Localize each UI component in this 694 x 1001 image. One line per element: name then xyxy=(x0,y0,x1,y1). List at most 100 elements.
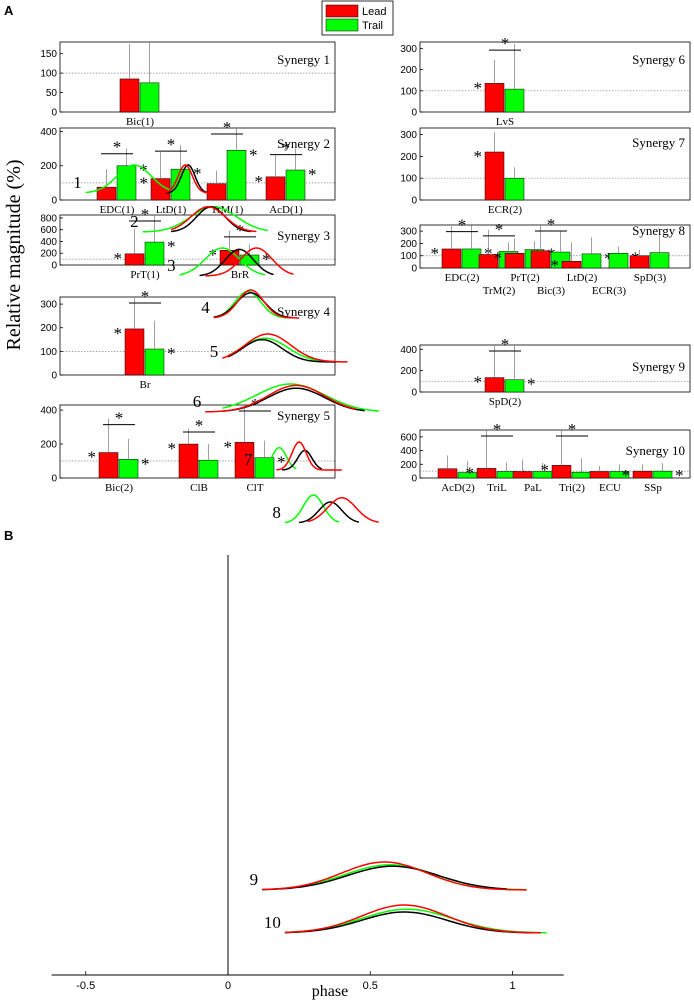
lead-bar xyxy=(561,260,582,269)
panel-a-label: A xyxy=(4,3,14,18)
category-label: EDC(1) xyxy=(100,204,135,216)
trail-significance-star: * xyxy=(193,164,202,183)
category-label: AcD(1) xyxy=(269,204,303,216)
y-tick-label: 600 xyxy=(40,225,57,236)
lead-bar xyxy=(98,452,119,479)
lead-curve xyxy=(307,497,379,523)
comparison-star: * xyxy=(115,409,124,428)
category-label: PrT(1) xyxy=(130,269,160,281)
lead-curve xyxy=(170,206,257,233)
lead-bar xyxy=(476,468,497,479)
lead-bar xyxy=(530,250,551,269)
y-tick-label: 0 xyxy=(411,388,417,399)
y-tick-label: 0 xyxy=(411,264,417,275)
category-label: PaL xyxy=(524,482,542,494)
lead-bar xyxy=(504,253,525,269)
y-tick-label: 0 xyxy=(411,474,417,485)
category-label: ECR(3) xyxy=(592,285,627,297)
trail-significance-star: * xyxy=(167,344,176,363)
lead-bar xyxy=(589,471,610,479)
row-label: 4 xyxy=(201,298,210,317)
comparison-star: * xyxy=(223,118,232,137)
legend-lead-label: Lead xyxy=(362,6,386,18)
chart-title: Synergy 3 xyxy=(277,228,330,243)
comparison-star: * xyxy=(493,420,502,439)
lead-significance-star: * xyxy=(168,439,177,458)
phase-row-9: 9 xyxy=(250,861,527,891)
trail-bar xyxy=(608,253,629,269)
chart-title: Synergy 6 xyxy=(632,52,685,67)
comparison-star: * xyxy=(501,335,510,354)
lead-significance-star: * xyxy=(622,466,631,485)
trail-significance-star: * xyxy=(277,453,286,472)
lead-significance-star: * xyxy=(541,460,550,479)
lead-curve xyxy=(222,333,348,363)
y-axis-label: Relative magnitude (%) xyxy=(3,159,25,350)
y-tick-label: 0 xyxy=(51,108,57,119)
y-tick-label: 200 xyxy=(400,65,417,76)
row-label: 8 xyxy=(272,503,281,522)
lead-bar xyxy=(124,328,145,376)
chart-title: Synergy 9 xyxy=(632,359,685,374)
comparison-star: * xyxy=(282,139,291,158)
phase-row-1: 1 xyxy=(73,164,209,194)
black-curve xyxy=(284,911,536,934)
trail-bar xyxy=(118,459,139,479)
row-label: 5 xyxy=(210,342,219,361)
trail-significance-star: * xyxy=(167,237,176,256)
chart-title: Synergy 1 xyxy=(277,52,330,67)
trail-bar xyxy=(571,471,592,479)
trail-curve xyxy=(85,164,180,194)
trail-bar xyxy=(116,165,137,201)
panel-b-label: B xyxy=(4,528,13,543)
lead-bar xyxy=(437,468,458,479)
y-tick-label: 100 xyxy=(40,347,57,358)
trail-significance-star: * xyxy=(308,165,317,184)
y-tick-label: 300 xyxy=(40,300,57,311)
row-label: 1 xyxy=(73,173,82,192)
trail-bar xyxy=(198,459,219,479)
y-tick-label: 200 xyxy=(40,440,57,451)
category-label: LvS xyxy=(496,116,514,128)
axes-box xyxy=(59,296,336,376)
y-tick-label: 300 xyxy=(400,130,417,141)
category-label: PrT(2) xyxy=(510,272,540,284)
lead-bar xyxy=(512,471,533,479)
y-tick-label: 200 xyxy=(400,152,417,163)
lead-bar xyxy=(124,253,145,266)
y-tick-label: 200 xyxy=(400,366,417,377)
legend-trail-swatch xyxy=(325,18,359,32)
comparison-star: * xyxy=(113,138,122,157)
comparison-star: * xyxy=(167,135,176,154)
axes-box xyxy=(419,41,691,113)
phase-row-6: 6 xyxy=(193,383,379,413)
trail-significance-star: * xyxy=(604,249,613,268)
black-curve xyxy=(281,449,323,471)
lead-bar xyxy=(265,176,286,201)
chart-title: Synergy 5 xyxy=(277,408,330,423)
legend-trail-label: Trail xyxy=(362,20,383,32)
x-tick-label: 0 xyxy=(225,980,231,992)
trail-curve xyxy=(284,494,340,524)
black-curve xyxy=(262,865,507,891)
lead-significance-star: * xyxy=(551,256,560,275)
y-tick-label: 150 xyxy=(40,49,57,60)
black-curve xyxy=(213,292,294,319)
y-tick-label: 200 xyxy=(400,239,417,250)
lead-bar xyxy=(484,377,505,393)
lead-significance-star: * xyxy=(474,78,483,97)
black-curve xyxy=(299,501,360,524)
lead-curve xyxy=(213,289,300,319)
trail-significance-star: * xyxy=(141,454,150,473)
black-curve xyxy=(227,338,337,363)
trail-significance-star: * xyxy=(675,466,684,485)
lead-bar xyxy=(119,78,140,113)
category-label: EDC(2) xyxy=(445,272,480,284)
lead-curve xyxy=(276,441,342,471)
row-label: 2 xyxy=(130,212,139,231)
phase-row-4: 4 xyxy=(201,289,300,319)
